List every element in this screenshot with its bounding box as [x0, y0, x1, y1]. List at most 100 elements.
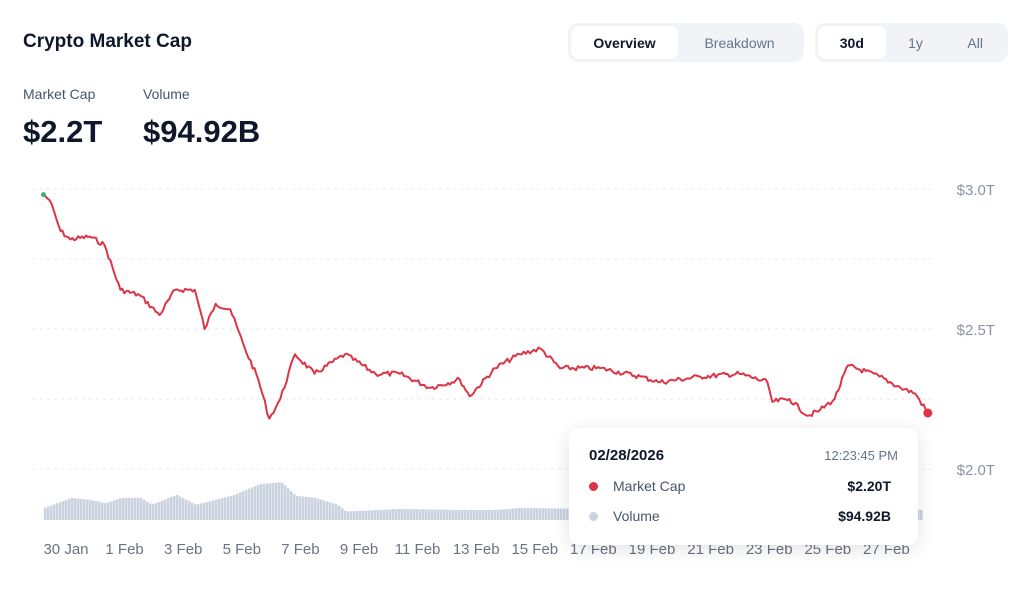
volume-bar	[419, 509, 422, 520]
volume-bar	[353, 511, 356, 520]
range-toggle: 30d 1y All	[815, 23, 1008, 62]
volume-bar	[80, 498, 83, 520]
volume-bar	[374, 510, 377, 520]
volume-bar	[344, 510, 347, 520]
tooltip-volume-value: $94.92B	[838, 508, 891, 524]
volume-bar	[416, 509, 419, 520]
volume-bar	[128, 497, 131, 520]
volume-bar	[380, 509, 383, 520]
volume-bar	[236, 493, 239, 520]
volume-bar	[455, 509, 458, 520]
volume-bar	[488, 510, 491, 520]
volume-bar	[392, 509, 395, 520]
volume-bar	[290, 491, 293, 520]
volume-bar	[500, 509, 503, 520]
volume-bar	[413, 509, 416, 520]
volume-bar	[446, 509, 449, 520]
x-tick-label: 11 Feb	[395, 541, 441, 558]
market-cap-value: $2.2T	[23, 114, 103, 149]
x-tick-label: 27 Feb	[863, 541, 910, 558]
volume-bar	[305, 496, 308, 520]
volume-bar	[473, 510, 476, 520]
volume-bar	[50, 505, 53, 520]
volume-bar	[317, 498, 320, 520]
volume-bar	[71, 497, 74, 520]
volume-bar	[104, 503, 107, 520]
volume-bar	[554, 508, 557, 520]
volume-bar	[476, 510, 479, 520]
volume-bar	[485, 510, 488, 520]
volume-bar	[284, 485, 287, 520]
volume-bar	[143, 499, 146, 520]
volume-bar	[434, 509, 437, 520]
volume-bar	[74, 498, 77, 520]
volume-bar	[530, 508, 533, 520]
range-all[interactable]: All	[967, 34, 983, 51]
volume-bar	[233, 494, 236, 520]
volume-bar	[509, 508, 512, 520]
y-tick-label: $3.0T	[957, 182, 995, 199]
volume-bar	[251, 487, 254, 520]
volume-bar	[443, 509, 446, 520]
volume-bar	[119, 498, 122, 520]
volume-bar	[86, 499, 89, 520]
volume-bar	[47, 506, 50, 520]
range-1y[interactable]: 1y	[908, 34, 923, 51]
volume-bar	[173, 495, 176, 520]
volume-bar	[437, 509, 440, 520]
volume-bar	[347, 511, 350, 520]
volume-bar	[248, 488, 251, 520]
volume-bar	[230, 495, 233, 520]
volume-bar	[140, 497, 143, 520]
tab-overview[interactable]: Overview	[571, 26, 678, 59]
volume-bar	[563, 508, 566, 520]
range-30d[interactable]: 30d	[818, 26, 886, 59]
volume-bar	[398, 509, 401, 520]
x-tick-label: 25 Feb	[804, 541, 851, 558]
volume-bar	[311, 497, 314, 520]
volume-bar	[62, 500, 65, 520]
volume-bar	[341, 508, 344, 520]
y-tick-label: $2.5T	[957, 322, 995, 339]
volume-bar	[203, 502, 206, 520]
volume-bar	[239, 492, 242, 520]
x-tick-label: 7 Feb	[281, 541, 319, 558]
y-tick-label: $2.0T	[957, 462, 995, 479]
volume-bar	[260, 484, 263, 520]
volume-bar	[539, 508, 542, 520]
volume-bar	[365, 510, 368, 520]
volume-bar	[329, 502, 332, 520]
volume-bar	[296, 495, 299, 520]
volume-bar	[401, 508, 404, 520]
volume-bar	[59, 502, 62, 520]
volume-bar	[464, 510, 467, 520]
x-tick-label: 13 Feb	[453, 541, 500, 558]
tooltip-market-cap-label: Market Cap	[613, 478, 686, 494]
volume-bar	[257, 484, 260, 520]
volume-bar	[218, 498, 221, 520]
volume-bar	[362, 510, 365, 520]
volume-bar	[386, 509, 389, 520]
volume-bar	[242, 491, 245, 520]
start-point	[40, 192, 46, 198]
volume-bar	[917, 509, 920, 520]
x-tick-label: 3 Feb	[164, 541, 202, 558]
volume-bar	[395, 509, 398, 520]
volume-bar	[185, 499, 188, 520]
volume-bar	[215, 499, 218, 520]
volume-bar	[350, 511, 353, 520]
x-tick-label: 5 Feb	[223, 541, 261, 558]
tab-breakdown[interactable]: Breakdown	[704, 34, 775, 51]
tooltip-market-cap-value: $2.20T	[847, 478, 891, 494]
volume-bar	[110, 501, 113, 520]
volume-bar	[92, 500, 95, 520]
volume-bar	[491, 510, 494, 520]
volume-bar	[299, 496, 302, 520]
volume-bar	[302, 496, 305, 520]
volume-bar	[377, 509, 380, 520]
volume-bar	[116, 499, 119, 520]
volume-bar	[77, 498, 80, 520]
volume-bar	[206, 501, 209, 520]
volume-bar	[461, 510, 464, 520]
volume-bar	[194, 504, 197, 520]
